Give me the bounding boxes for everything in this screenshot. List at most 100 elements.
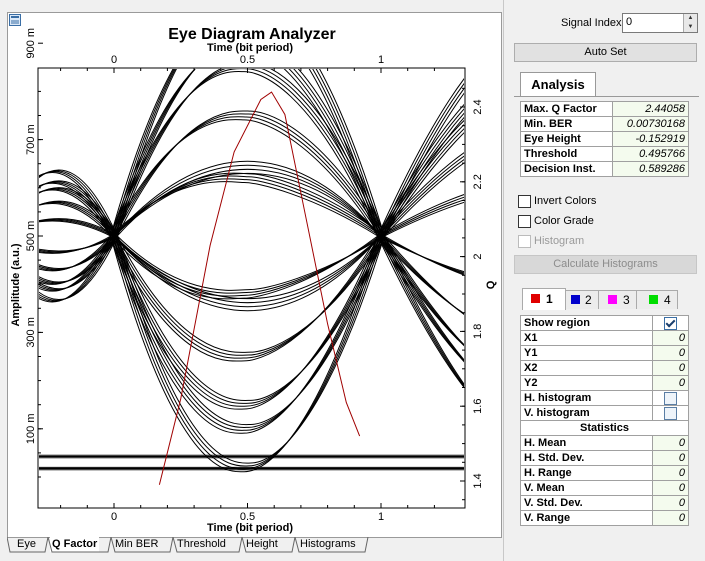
- channel-4-swatch-icon: [649, 295, 658, 304]
- channel-3-swatch-icon: [608, 295, 617, 304]
- tab-height[interactable]: Height: [246, 538, 278, 550]
- channel-1-swatch-icon: [531, 294, 540, 303]
- signal-index-spinner[interactable]: 0 ▲ ▼: [622, 13, 698, 33]
- color-grade-checkbox[interactable]: [518, 215, 531, 228]
- table-row: V. Range 0: [519, 510, 689, 526]
- y-tick-label-right: 2.2: [472, 174, 484, 189]
- signal-index-label: Signal Index:: [561, 17, 625, 29]
- auto-set-button[interactable]: Auto Set: [514, 43, 697, 62]
- tab-channel-1[interactable]: 1: [522, 288, 566, 310]
- eye-transition-trace: [39, 112, 464, 428]
- x-tick-label-bottom: 0.5: [240, 511, 255, 523]
- eye-transition-trace: [39, 181, 464, 273]
- tab-eye[interactable]: Eye: [17, 538, 36, 550]
- eye-inner-arc-trace: [113, 160, 382, 237]
- show-region-checkbox[interactable]: [664, 316, 678, 330]
- table-row: H. Range 0: [519, 465, 689, 481]
- channel-3-label: 3: [623, 293, 630, 307]
- q-factor-curve: [158, 91, 361, 485]
- eye-inner-arc-trace: [113, 235, 382, 307]
- spinner-down-icon[interactable]: ▼: [683, 23, 697, 32]
- statistics-header: Statistics: [520, 420, 689, 436]
- x-tick-label-top: 0: [111, 54, 117, 66]
- eye-transition-trace: [39, 69, 464, 388]
- eye-transition-trace: [39, 69, 464, 362]
- histogram-checkbox[interactable]: [518, 235, 531, 248]
- x-tick-label-top: 1: [378, 54, 384, 66]
- y-tick-label-left: 300 m: [25, 317, 37, 348]
- stat-key: H. Std. Dev.: [519, 450, 654, 466]
- tab-analysis[interactable]: Analysis: [520, 72, 596, 97]
- tab-channel-3[interactable]: 3: [598, 290, 637, 309]
- control-panel: Signal Index: 0 ▲ ▼ Auto Set Analysis Ma…: [503, 0, 705, 561]
- eye-transition-trace: [39, 196, 464, 297]
- view-tabs: Eye Q Factor Min BER Threshold Height Hi…: [7, 537, 500, 553]
- histogram-label: Histogram: [534, 235, 585, 247]
- region-key: X2: [519, 360, 654, 376]
- analysis-key: Eye Height: [519, 131, 614, 147]
- eye-transition-trace: [39, 128, 464, 404]
- analysis-table: Max. Q Factor 2.44058 Min. BER 0.00730168 …: [519, 101, 689, 177]
- eye-transition-trace: [39, 78, 464, 473]
- y-tick-label-left: 700 m: [25, 124, 37, 155]
- y-tick-label-right: 2.4: [472, 99, 484, 114]
- calculate-histograms-button[interactable]: Calculate Histograms: [514, 255, 697, 274]
- region-value[interactable]: 0: [652, 375, 689, 391]
- eye-transition-trace: [39, 159, 464, 356]
- region-value[interactable]: 0: [652, 345, 689, 361]
- stat-key: V. Range: [519, 510, 654, 526]
- analysis-value: 0.00730168: [612, 116, 689, 132]
- table-row: Decision Inst. 0.589286: [519, 161, 689, 177]
- y-tick-label-right: 2: [472, 254, 484, 260]
- region-value[interactable]: 0: [652, 330, 689, 346]
- tab-min-ber[interactable]: Min BER: [115, 538, 159, 550]
- stat-value: 0: [652, 495, 689, 511]
- channel-tabs: 1 2 3 4: [522, 288, 702, 310]
- region-value[interactable]: 0: [652, 360, 689, 376]
- eye-transition-trace: [39, 119, 464, 314]
- channel-1-label: 1: [546, 292, 553, 306]
- eye-transition-trace: [39, 178, 464, 274]
- eye-inner-arc-trace: [113, 235, 382, 299]
- invert-colors-checkbox[interactable]: [518, 195, 531, 208]
- eye-transition-trace: [39, 117, 464, 426]
- region-key: Y2: [519, 375, 654, 391]
- analysis-key: Decision Inst.: [519, 161, 614, 177]
- table-row: V. Std. Dev. 0: [519, 495, 689, 511]
- table-row: Eye Height -0.152919: [519, 131, 689, 147]
- v-histogram-label: V. histogram: [519, 405, 654, 421]
- eye-transition-trace: [39, 123, 464, 407]
- tab-channel-2[interactable]: 2: [565, 290, 599, 309]
- view-tabs-outline: [7, 537, 369, 553]
- table-row: H. histogram: [519, 390, 689, 406]
- eye-transition-trace: [39, 175, 464, 275]
- table-row: V. Mean 0: [519, 480, 689, 496]
- plot-panel: Eye Diagram Analyzer Time (bit period) T…: [7, 12, 502, 553]
- analysis-value: 0.589286: [612, 161, 689, 177]
- y-tick-label-right: 1.4: [472, 473, 484, 488]
- tab-channel-4[interactable]: 4: [636, 290, 678, 309]
- tab-q-factor[interactable]: Q Factor: [50, 537, 100, 552]
- tab-threshold[interactable]: Threshold: [177, 538, 226, 550]
- analysis-value: 2.44058: [612, 101, 689, 117]
- eye-inner-arc-trace: [113, 235, 382, 312]
- bottom-axis-label: Time (bit period): [207, 522, 293, 534]
- x-tick-label-bottom: 0: [111, 511, 117, 523]
- stat-value: 0: [652, 480, 689, 496]
- analysis-key: Threshold: [519, 146, 614, 162]
- y-tick-label-left: 500 m: [25, 221, 37, 252]
- analyzer-app-icon: [9, 14, 21, 26]
- analysis-key: Min. BER: [519, 116, 614, 132]
- region-key: Y1: [519, 345, 654, 361]
- table-row: Statistics: [520, 420, 689, 436]
- h-histogram-checkbox[interactable]: [664, 391, 678, 405]
- eye-transition-trace: [39, 110, 464, 315]
- tab-histograms[interactable]: Histograms: [300, 538, 356, 550]
- eye-transition-trace: [39, 155, 464, 359]
- color-grade-label: Color Grade: [534, 215, 594, 227]
- stat-value: 0: [652, 465, 689, 481]
- channel-4-label: 4: [664, 293, 671, 307]
- plot-graphics: 0 0 0.5 0.5 1 1 100 m 300 m 500 m 700 m 900 m 1.4 1.…: [25, 28, 484, 523]
- v-histogram-checkbox[interactable]: [664, 406, 678, 420]
- signal-index-value: 0: [626, 16, 633, 28]
